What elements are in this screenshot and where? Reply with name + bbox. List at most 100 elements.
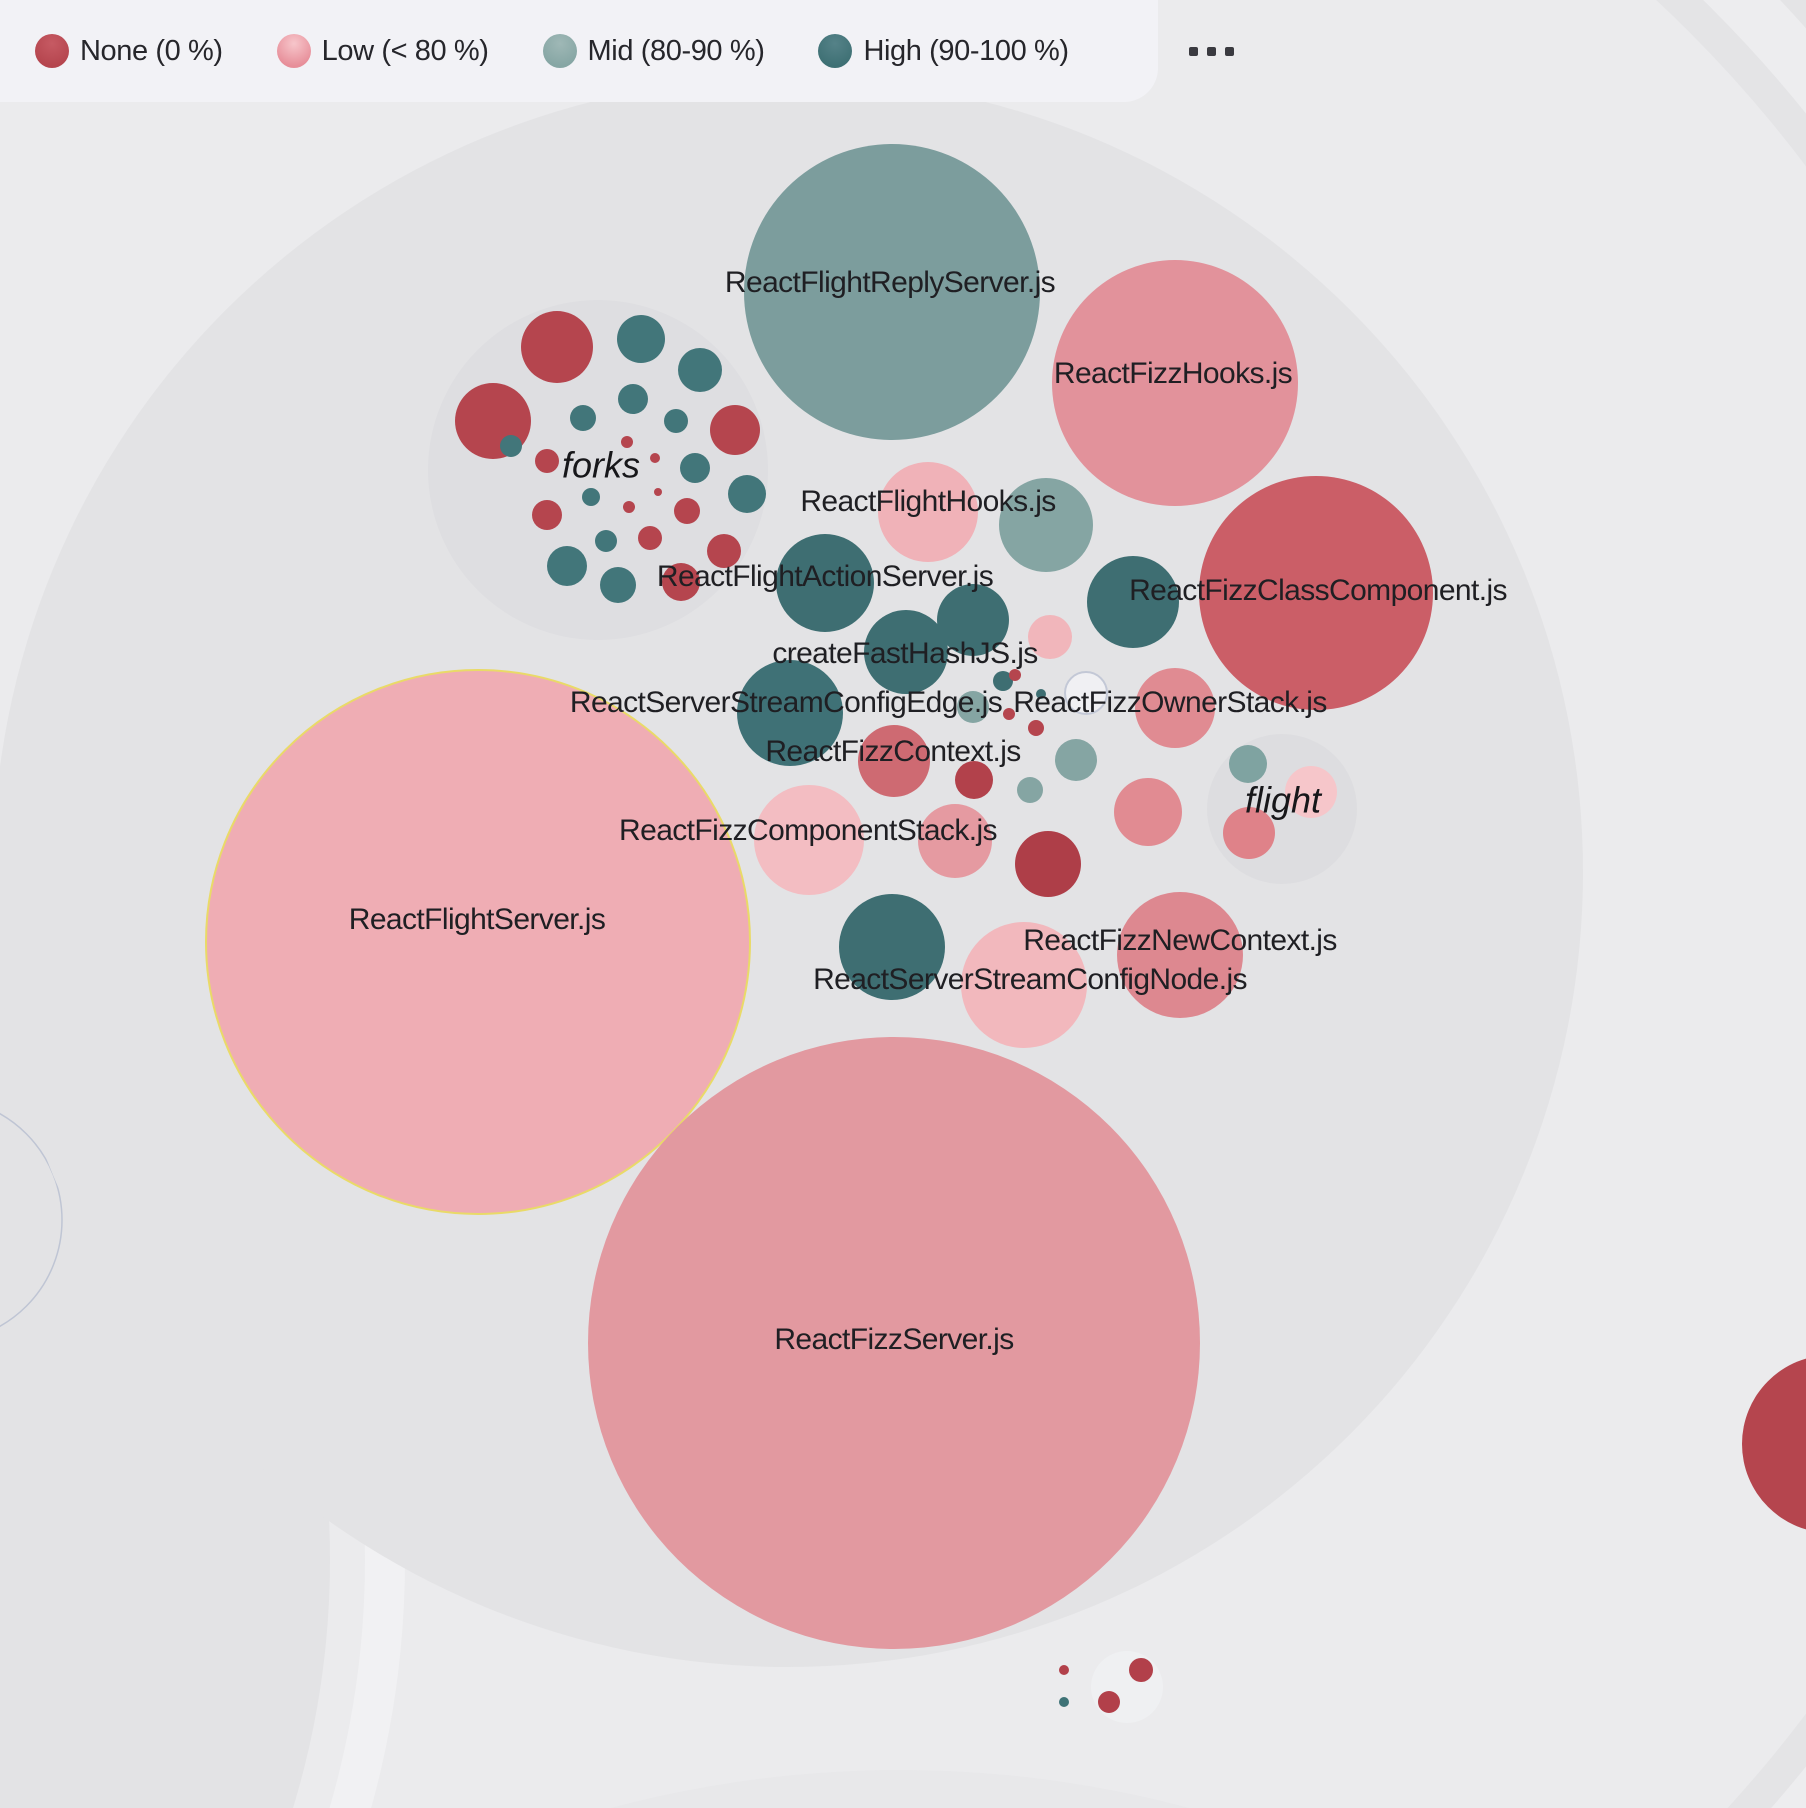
bubble-label: ReactServerStreamConfigEdge.js xyxy=(570,686,1002,719)
bubble-file[interactable] xyxy=(600,567,636,603)
bubble-file[interactable] xyxy=(617,315,665,363)
background-circle-bottom xyxy=(611,1770,1189,1808)
bubble-file[interactable] xyxy=(1229,745,1267,783)
bubble-ReactFizzClassComponent.js[interactable] xyxy=(1199,476,1433,710)
bubble-file[interactable] xyxy=(1087,556,1179,648)
bubble-file[interactable] xyxy=(582,488,600,506)
bubble-file[interactable] xyxy=(918,804,992,878)
bubble-file[interactable] xyxy=(1059,1697,1069,1707)
legend-panel: None (0 %) Low (< 80 %) Mid (80-90 %) High … xyxy=(0,0,1234,102)
bubble-file[interactable] xyxy=(957,691,989,723)
bubble-label: ReactFlightServer.js xyxy=(349,903,605,936)
bubble-file[interactable] xyxy=(839,894,945,1000)
bubble-label: ReactFlightActionServer.js xyxy=(657,560,993,593)
legend-item-low[interactable]: Low (< 80 %) xyxy=(276,34,489,68)
cluster-label-forks: forks xyxy=(562,445,640,486)
bubble-file[interactable] xyxy=(1028,720,1044,736)
legend-label: High (90-100 %) xyxy=(863,34,1069,67)
bubble-file[interactable] xyxy=(1285,766,1337,818)
legend-dot-low xyxy=(276,34,311,68)
legend-dot-none xyxy=(35,34,69,68)
legend-item-mid[interactable]: Mid (80-90 %) xyxy=(542,34,765,68)
bubble-label: ReactFizzClassComponent.js xyxy=(1129,574,1507,607)
bubble-label: ReactFizzNewContext.js xyxy=(1023,924,1337,957)
bubble-file[interactable] xyxy=(999,478,1093,572)
bubble-file[interactable] xyxy=(1003,708,1015,720)
bubble-file[interactable] xyxy=(1028,615,1072,659)
bubble-createFastHashJS.js[interactable] xyxy=(864,610,948,694)
bubble-file[interactable] xyxy=(710,405,760,455)
group-circle-mini[interactable] xyxy=(1091,1651,1163,1723)
bubble-label: ReactFlightReplyServer.js xyxy=(725,266,1055,299)
bubble-file[interactable] xyxy=(532,500,562,530)
ellipsis-icon xyxy=(1188,46,1198,56)
bubble-file[interactable] xyxy=(570,405,596,431)
cluster-label-flight: flight xyxy=(1245,780,1323,821)
bubble-file[interactable] xyxy=(618,384,648,414)
bubble-file[interactable] xyxy=(1223,807,1275,859)
bubble-file[interactable] xyxy=(654,488,662,496)
background-arc xyxy=(0,795,405,1808)
ellipsis-icon xyxy=(1224,46,1234,56)
bubble-file[interactable] xyxy=(1015,831,1081,897)
bubble-file[interactable] xyxy=(535,449,559,473)
bubble-label: ReactFizzComponentStack.js xyxy=(619,814,997,847)
bubble-file[interactable] xyxy=(1114,778,1182,846)
bubble-file[interactable] xyxy=(662,563,700,601)
bubble-file[interactable] xyxy=(638,526,662,550)
legend-dot-high xyxy=(818,34,853,68)
bubble-label: createFastHashJS.js xyxy=(772,637,1037,670)
bubble-ReactFizzNewContext.js[interactable] xyxy=(1117,892,1243,1018)
ellipsis-icon xyxy=(1206,46,1216,56)
bubble-label: ReactFizzServer.js xyxy=(774,1323,1013,1356)
bubble-file[interactable] xyxy=(623,501,635,513)
outlined-circle xyxy=(0,1112,63,1328)
legend-label: Low (< 80 %) xyxy=(321,34,489,67)
bubble-file[interactable] xyxy=(728,475,766,513)
bubble-file[interactable] xyxy=(621,436,633,448)
bubble-ReactFizzComponentStack.js[interactable] xyxy=(754,785,864,895)
bubble-file[interactable] xyxy=(1742,1355,1806,1533)
bubble-file[interactable] xyxy=(521,311,593,383)
bubble-ReactServerStreamConfigEdge.js[interactable] xyxy=(737,660,843,766)
bubble-ReactFlightReplyServer.js[interactable] xyxy=(744,144,1040,440)
bubble-file[interactable] xyxy=(937,584,1009,656)
bubble-file[interactable] xyxy=(1129,1658,1153,1682)
bubble-file[interactable] xyxy=(1059,1665,1069,1675)
bubble-label: ReactFizzOwnerStack.js xyxy=(1013,686,1327,719)
bubble-file[interactable] xyxy=(1036,689,1046,699)
group-circle-forks[interactable] xyxy=(428,300,768,640)
more-options-button[interactable] xyxy=(1179,37,1244,66)
bubble-label: ReactFizzHooks.js xyxy=(1054,357,1292,390)
bubble-ReactFizzContext.js[interactable] xyxy=(858,725,930,797)
bubble-file[interactable] xyxy=(680,453,710,483)
bubble-file[interactable] xyxy=(547,546,587,586)
bubble-ReactServerStreamConfigNode.js[interactable] xyxy=(961,922,1087,1048)
bubble-ReactFizzHooks.js[interactable] xyxy=(1052,260,1298,506)
bubble-ReactFlightHooks.js[interactable] xyxy=(878,462,978,562)
legend-item-none[interactable]: None (0 %) xyxy=(35,34,223,68)
bubble-file[interactable] xyxy=(1009,669,1021,681)
bubble-file[interactable] xyxy=(1064,671,1108,715)
bubble-ReactFlightActionServer.js[interactable] xyxy=(776,534,874,632)
bubble-ReactFizzServer.js[interactable] xyxy=(588,1037,1200,1649)
bubble-ReactFizzOwnerStack.js[interactable] xyxy=(1135,668,1215,748)
legend-items: None (0 %) Low (< 80 %) Mid (80-90 %) High … xyxy=(35,34,1123,68)
bubble-file[interactable] xyxy=(595,530,617,552)
bubble-file[interactable] xyxy=(1098,1691,1120,1713)
bubble-file[interactable] xyxy=(993,671,1013,691)
bubble-file[interactable] xyxy=(678,348,722,392)
bubble-file[interactable] xyxy=(674,498,700,524)
bubble-file[interactable] xyxy=(1017,777,1043,803)
legend-item-high[interactable]: High (90-100 %) xyxy=(818,34,1069,68)
bubble-file[interactable] xyxy=(664,409,688,433)
bubble-file[interactable] xyxy=(707,534,741,568)
bubble-file[interactable] xyxy=(1055,739,1097,781)
bubble-file[interactable] xyxy=(650,453,660,463)
bubble-file[interactable] xyxy=(500,435,522,457)
bubble-label: ReactFlightHooks.js xyxy=(800,485,1055,518)
bubble-file[interactable] xyxy=(955,761,993,799)
bubble-ReactFlightServer.js[interactable] xyxy=(205,669,751,1215)
bubble-label: ReactFizzContext.js xyxy=(765,735,1020,768)
